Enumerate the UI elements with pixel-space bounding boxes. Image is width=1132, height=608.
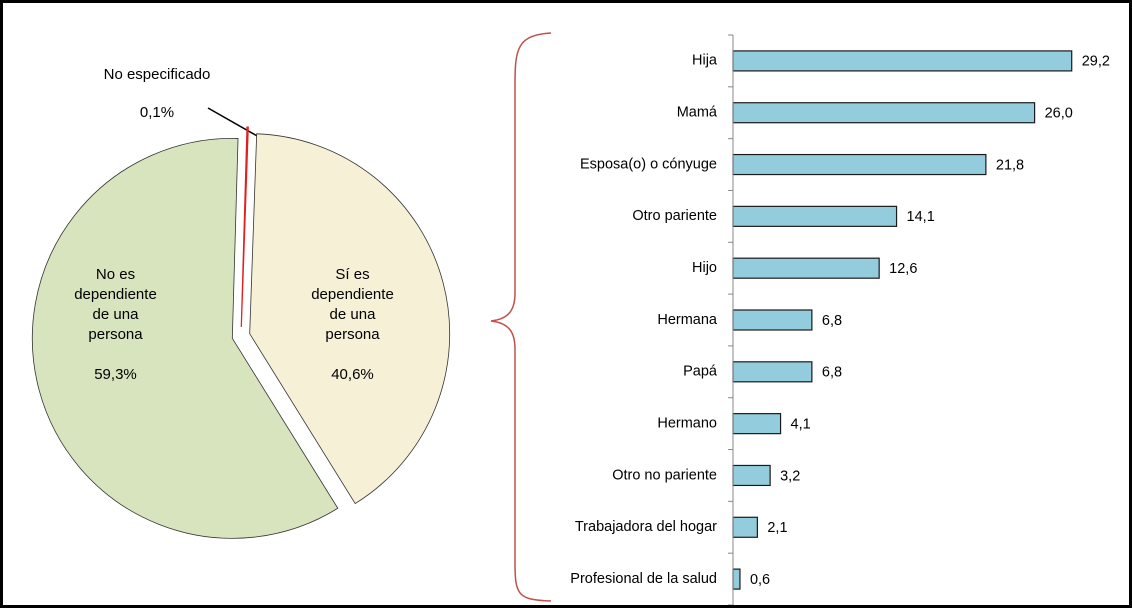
chart: Hija 29,2 Mamá 26,0 Esposa(o) o cónyuge 21,8 O… <box>31 32 1110 605</box>
value-label: 6,8 <box>822 365 842 381</box>
y-tick-label: Hermano <box>657 415 717 431</box>
y-tick-label: Hijo <box>692 260 717 276</box>
value-label: 29,2 <box>1082 54 1110 70</box>
y-tick-label: Hija <box>692 53 718 69</box>
pie-label: Sí es dependiente de una persona <box>311 266 394 343</box>
bar <box>732 205 898 227</box>
bracket <box>490 32 552 602</box>
y-tick-label: Otro pariente <box>632 208 717 224</box>
value-label: 2,1 <box>767 520 787 536</box>
value-label: 21,8 <box>996 157 1024 173</box>
pie-annotation-value: 0,1% <box>139 104 175 121</box>
value-label: 3,2 <box>780 468 800 484</box>
bar <box>732 464 771 487</box>
value-label: 12,6 <box>889 261 917 277</box>
bar <box>732 309 813 331</box>
y-tick-label: Esposa(o) o cónyuge <box>580 156 717 172</box>
value-label: 26,0 <box>1045 106 1073 122</box>
bar <box>732 361 813 383</box>
y-tick-label: Trabajadora del hogar <box>575 519 717 535</box>
pie-value-label: 40,6% <box>331 366 374 383</box>
pie-slice <box>249 133 451 505</box>
bar <box>732 50 1073 72</box>
pie-value-label: 59,3% <box>94 366 137 383</box>
value-label: 4,1 <box>791 416 811 432</box>
bar <box>732 257 880 279</box>
bar <box>732 516 758 538</box>
value-label: 6,8 <box>822 313 842 329</box>
y-tick-label: Papá <box>683 364 718 380</box>
y-tick-label: Hermana <box>657 312 718 328</box>
bar <box>732 568 741 590</box>
pie-slice <box>240 126 249 328</box>
y-tick-label: Profesional de la salud <box>570 571 717 587</box>
pie-annotation: No especificado <box>103 66 211 83</box>
y-tick-label: Mamá <box>677 105 718 121</box>
value-label: 14,1 <box>907 209 935 225</box>
pie-label: No es dependiente de una persona <box>74 266 157 343</box>
bar <box>732 102 1036 124</box>
bar <box>732 413 782 435</box>
bar <box>732 153 987 176</box>
y-tick-label: Otro no pariente <box>612 467 717 483</box>
pie-slice <box>31 138 339 539</box>
value-label: 0,6 <box>750 572 770 588</box>
